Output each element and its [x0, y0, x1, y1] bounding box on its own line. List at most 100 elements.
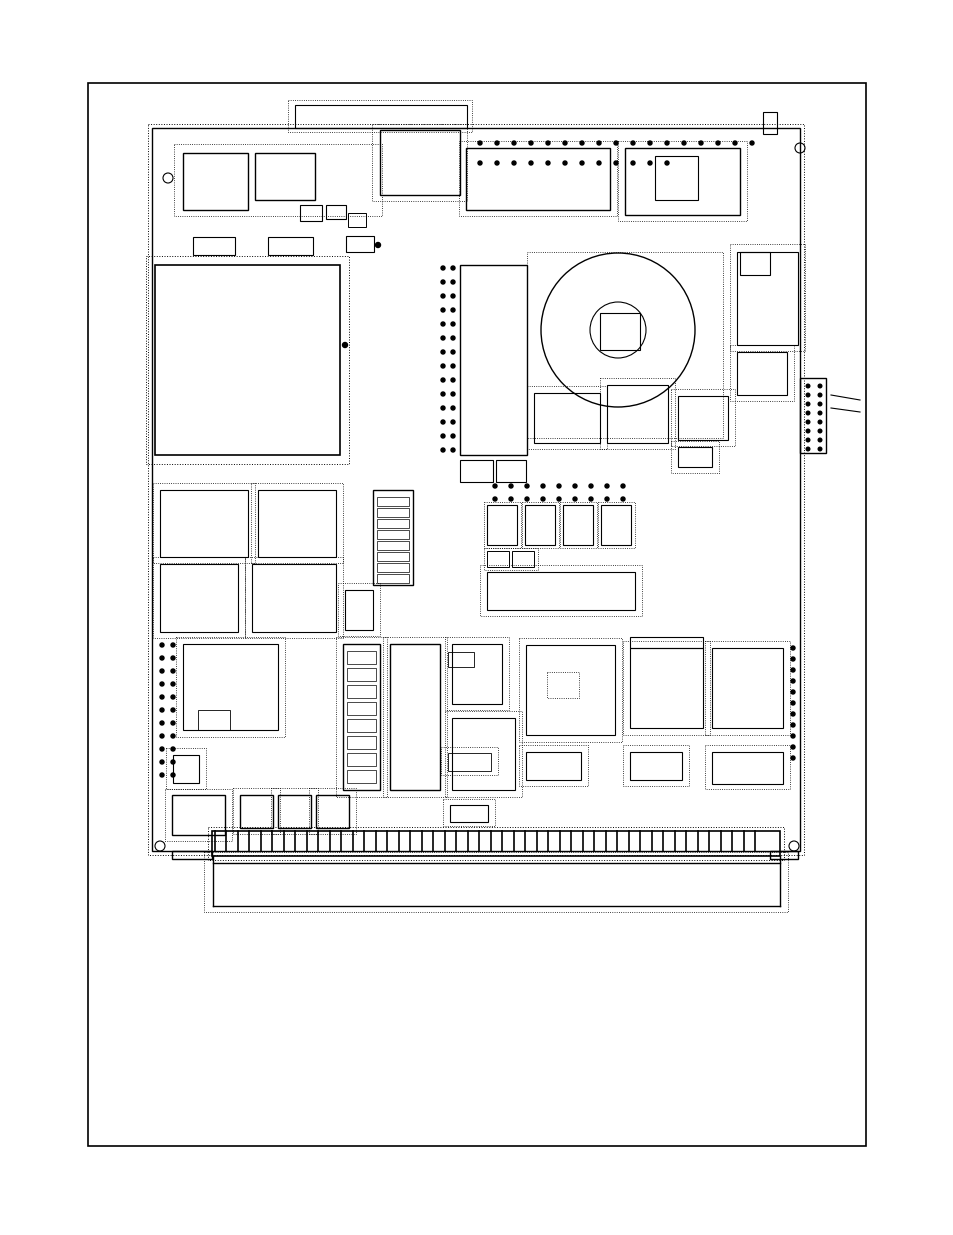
Bar: [598, 501, 635, 548]
Bar: [440, 747, 497, 776]
Circle shape: [620, 484, 624, 488]
Bar: [348, 212, 366, 227]
Bar: [335, 637, 387, 797]
Bar: [299, 205, 322, 221]
Circle shape: [512, 141, 516, 144]
Circle shape: [451, 420, 455, 424]
Circle shape: [664, 141, 668, 144]
Circle shape: [545, 161, 550, 165]
Circle shape: [493, 496, 497, 501]
Bar: [655, 156, 698, 200]
Circle shape: [699, 141, 702, 144]
Circle shape: [620, 496, 624, 501]
Bar: [525, 752, 580, 781]
Bar: [452, 718, 515, 790]
Bar: [343, 643, 379, 790]
Bar: [629, 752, 681, 781]
Circle shape: [440, 350, 444, 354]
Circle shape: [545, 141, 550, 144]
Circle shape: [805, 447, 809, 451]
Circle shape: [451, 266, 455, 270]
Bar: [172, 755, 199, 783]
Circle shape: [171, 773, 174, 777]
Circle shape: [160, 773, 164, 777]
Circle shape: [630, 141, 635, 144]
Circle shape: [440, 378, 444, 382]
Circle shape: [477, 161, 481, 165]
Bar: [288, 100, 472, 132]
Bar: [154, 266, 339, 454]
Circle shape: [440, 391, 444, 396]
Bar: [166, 748, 206, 789]
Circle shape: [160, 760, 164, 764]
Bar: [483, 548, 537, 571]
Circle shape: [805, 393, 809, 396]
Bar: [379, 130, 459, 195]
Bar: [678, 396, 727, 440]
Bar: [512, 551, 534, 567]
Circle shape: [440, 364, 444, 368]
Bar: [479, 564, 641, 616]
Bar: [376, 508, 409, 517]
Bar: [233, 788, 280, 834]
Circle shape: [557, 484, 560, 488]
Circle shape: [529, 141, 533, 144]
Bar: [347, 651, 375, 664]
Circle shape: [818, 403, 821, 406]
Circle shape: [440, 336, 444, 340]
Bar: [678, 447, 711, 467]
Bar: [769, 851, 797, 860]
Circle shape: [375, 242, 380, 247]
Circle shape: [342, 342, 347, 347]
Circle shape: [451, 294, 455, 298]
Bar: [251, 483, 343, 563]
Bar: [347, 668, 375, 680]
Circle shape: [818, 393, 821, 396]
Circle shape: [171, 643, 174, 647]
Bar: [376, 519, 409, 529]
Bar: [175, 637, 285, 737]
Circle shape: [588, 484, 593, 488]
Circle shape: [160, 708, 164, 713]
Circle shape: [557, 496, 560, 501]
Circle shape: [477, 141, 481, 144]
Circle shape: [440, 433, 444, 438]
Bar: [337, 583, 379, 636]
Circle shape: [495, 161, 498, 165]
Bar: [624, 148, 740, 215]
Circle shape: [790, 646, 794, 650]
Bar: [277, 795, 311, 827]
Bar: [347, 753, 375, 766]
Bar: [271, 788, 317, 834]
Circle shape: [790, 713, 794, 716]
Bar: [183, 153, 248, 210]
Bar: [373, 490, 413, 585]
Bar: [88, 83, 865, 1146]
Bar: [599, 378, 675, 450]
Bar: [172, 795, 225, 835]
Bar: [546, 672, 578, 698]
Circle shape: [160, 734, 164, 739]
Bar: [459, 459, 493, 482]
Circle shape: [160, 669, 164, 673]
Bar: [444, 711, 521, 797]
Bar: [711, 648, 782, 727]
Bar: [486, 551, 509, 567]
Circle shape: [681, 141, 685, 144]
Circle shape: [160, 721, 164, 725]
Bar: [204, 852, 787, 911]
Circle shape: [524, 496, 529, 501]
Circle shape: [604, 484, 608, 488]
Circle shape: [509, 484, 513, 488]
Circle shape: [790, 668, 794, 672]
Bar: [458, 141, 617, 216]
Circle shape: [509, 496, 513, 501]
Bar: [740, 252, 769, 275]
Circle shape: [818, 420, 821, 424]
Circle shape: [451, 406, 455, 410]
Bar: [326, 205, 346, 219]
Bar: [376, 541, 409, 550]
Circle shape: [171, 695, 174, 699]
Circle shape: [440, 266, 444, 270]
Bar: [390, 643, 439, 790]
